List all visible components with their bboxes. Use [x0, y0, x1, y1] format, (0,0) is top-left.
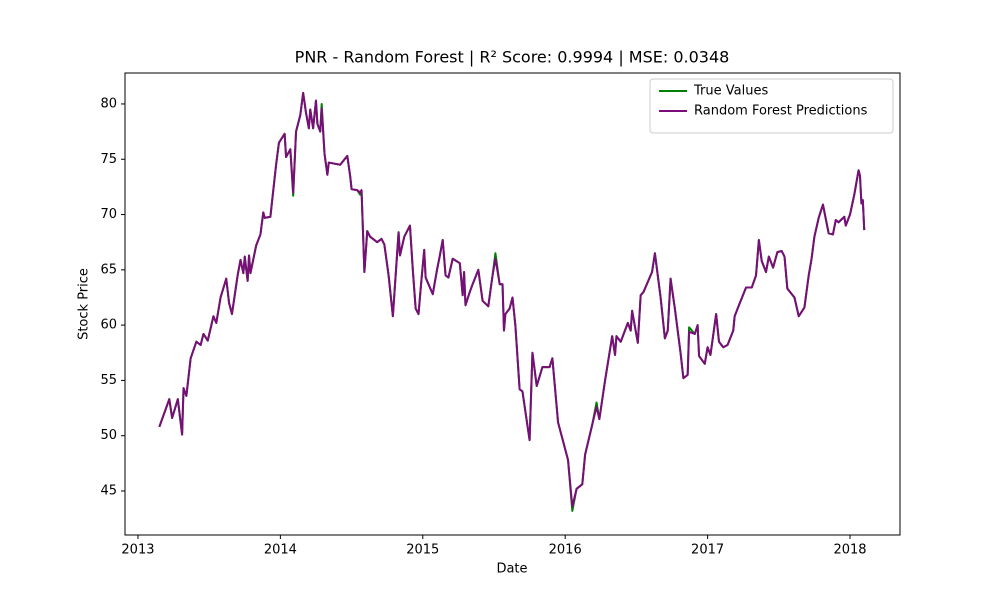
- x-tick-label: 2013: [121, 543, 154, 558]
- chart-title: PNR - Random Forest | R² Score: 0.9994 |…: [295, 48, 730, 67]
- y-tick-label: 45: [100, 483, 117, 498]
- x-tick-label: 2017: [691, 543, 724, 558]
- y-tick-label: 60: [100, 318, 117, 333]
- x-tick-label: 2015: [406, 543, 439, 558]
- plot-frame: [124, 72, 901, 536]
- y-tick-label: 80: [100, 96, 117, 111]
- y-tick-label: 50: [100, 428, 117, 443]
- y-tick-label: 55: [100, 373, 117, 388]
- x-tick-label: 2016: [549, 543, 582, 558]
- legend-label: Random Forest Predictions: [694, 104, 868, 119]
- y-tick-label: 65: [100, 262, 117, 277]
- series-line: [158, 91, 866, 508]
- x-tick-label: 2014: [264, 543, 297, 558]
- y-tick-label: 75: [100, 152, 117, 167]
- x-axis-label: Date: [496, 562, 527, 577]
- x-tick-label: 2018: [833, 543, 866, 558]
- legend-box: [649, 78, 894, 134]
- y-tick-label: 70: [100, 207, 117, 222]
- legend-label: True Values: [693, 84, 768, 99]
- y-axis-label: Stock Price: [77, 268, 92, 340]
